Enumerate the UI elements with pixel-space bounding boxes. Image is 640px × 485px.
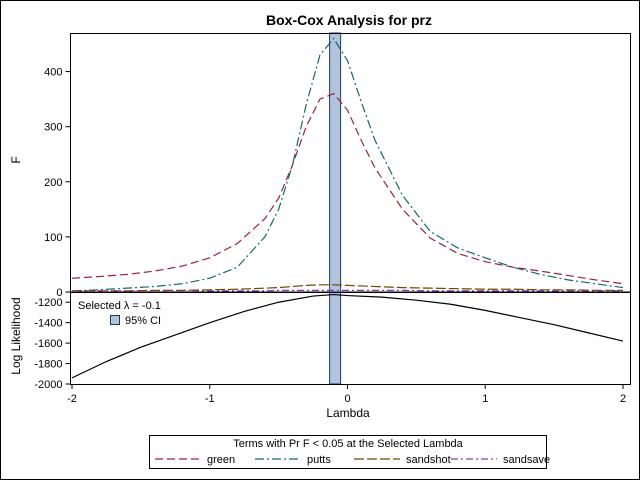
selected-lambda-label: Selected λ = -0.1 (78, 300, 161, 312)
series-line-sandshot (72, 284, 623, 292)
legend: Terms with Pr F < 0.05 at the Selected L… (149, 435, 550, 469)
bottom-plot-frame (70, 292, 631, 385)
bottom-y-axis-label: Log Likelihood (9, 297, 23, 374)
y-tick-label: 200 (44, 177, 62, 189)
x-tick-label: -2 (67, 393, 77, 405)
y-tick-label: -1200 (34, 297, 62, 309)
y-tick-label: -1600 (34, 338, 62, 350)
f-statistic-panel: 0 100 200 300 400 (44, 32, 631, 299)
y-tick-label: 100 (44, 232, 62, 244)
x-tick-label: 0 (344, 393, 350, 405)
series-line-putts (71, 37, 624, 292)
x-tick-label: 2 (620, 393, 626, 405)
top-y-axis-label: F (9, 156, 23, 163)
legend-label-green: green (207, 454, 235, 466)
ci-legend-label: 95% CI (125, 315, 161, 327)
x-tick-label: -1 (205, 393, 215, 405)
legend-box (149, 435, 547, 469)
y-tick-label: 300 (44, 122, 62, 134)
series-line-green (71, 92, 624, 285)
y-tick-label: -1800 (34, 359, 62, 371)
y-tick-label: 0 (56, 287, 62, 299)
ci-legend-swatch (110, 315, 120, 325)
legend-title: Terms with Pr F < 0.05 at the Selected L… (233, 438, 463, 450)
x-tick-label: 1 (482, 393, 488, 405)
log-likelihood-line (71, 293, 624, 379)
legend-label-sandshot: sandshot (406, 454, 451, 466)
ci-band (329, 291, 342, 385)
y-tick-label: -1400 (34, 318, 62, 330)
ci-band (329, 32, 342, 293)
series-line-sandsave (72, 289, 623, 293)
legend-label-putts: putts (307, 454, 331, 466)
log-likelihood-panel: -1200 -1400 -1600 -1800 -2000 -2 -1 0 1 2 Selected… (34, 291, 631, 405)
y-tick-label: -2000 (34, 379, 62, 391)
chart-title: Box-Cox Analysis for prz (266, 12, 432, 28)
y-tick-label: 400 (44, 67, 62, 79)
legend-label-sandsave: sandsave (503, 454, 550, 466)
x-axis-label: Lambda (326, 406, 370, 420)
